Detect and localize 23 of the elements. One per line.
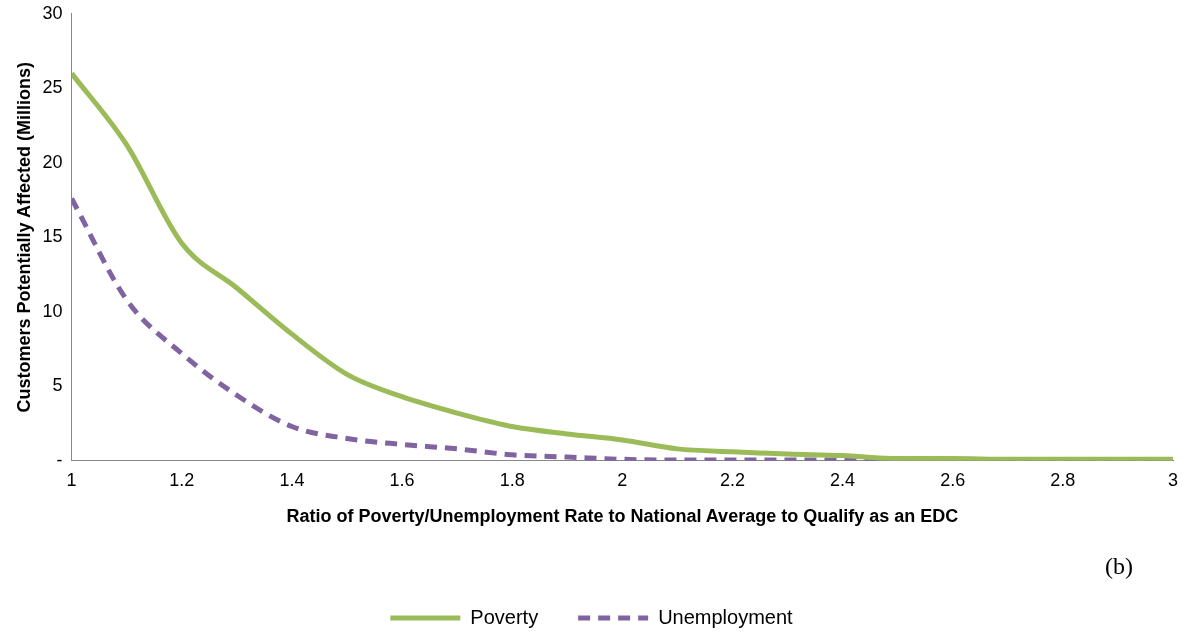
x-tick-label: 1.6 (389, 469, 415, 490)
x-tick-label: 3 (1167, 469, 1179, 490)
y-tick-label: 20 (42, 151, 63, 172)
legend-label: Poverty (470, 605, 539, 628)
x-tick-label: 2.6 (940, 469, 966, 490)
y-axis-title: Customers Potentially Affected (Millions) (13, 62, 34, 413)
y-tick-label: - (56, 449, 63, 470)
legend-label: Unemployment (658, 605, 794, 628)
x-tick-label: 1 (66, 469, 77, 490)
x-axis-title: Ratio of Poverty/Unemployment Rate to National Average to Qualify as an EDC (286, 506, 959, 527)
x-tick-label: 2.2 (719, 469, 745, 490)
y-tick-label: 10 (42, 300, 63, 321)
y-tick-label: 25 (42, 77, 63, 98)
y-tick-label: 5 (52, 375, 63, 396)
x-tick-label: 1.2 (169, 469, 195, 490)
x-tick-label: 1.8 (499, 469, 525, 490)
y-tick-label: 15 (42, 226, 63, 247)
y-tick-label: 30 (42, 2, 63, 23)
x-tick-label: 2.4 (830, 469, 856, 490)
text: (b) (1105, 553, 1133, 580)
x-tick-label: 2.8 (1050, 469, 1076, 490)
x-tick-label: 2 (617, 469, 628, 490)
x-tick-label: 1.4 (279, 469, 305, 490)
